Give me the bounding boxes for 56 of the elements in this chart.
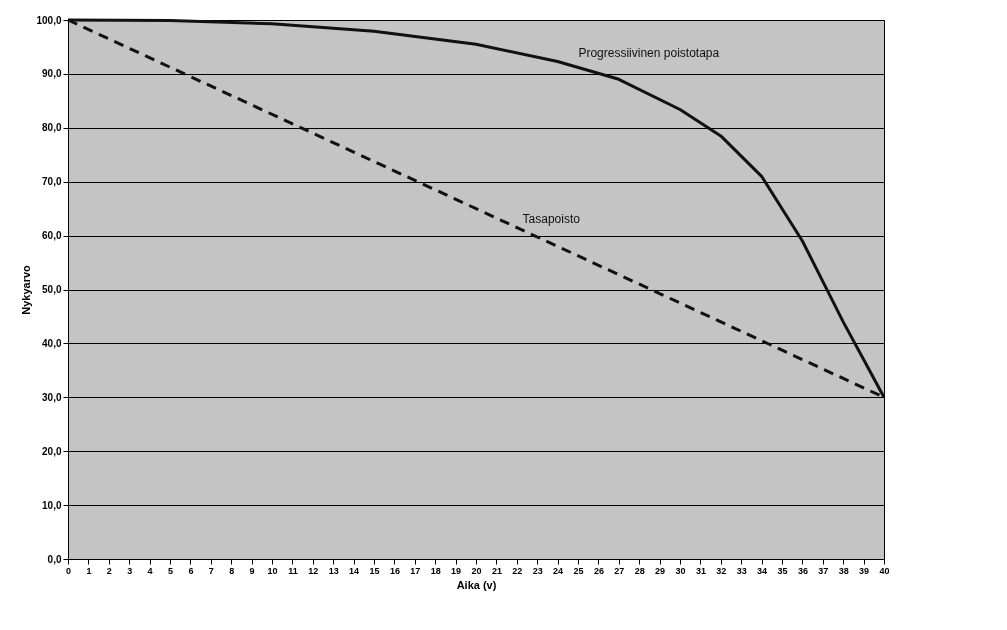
x-tick-label: 5 (167, 565, 174, 576)
x-tick-label: 19 (451, 565, 462, 576)
y-tick-label: 80,0 (42, 122, 62, 134)
y-tick-label: 0,0 (47, 553, 62, 565)
x-tick-label: 23 (532, 565, 543, 576)
x-tick-label: 37 (818, 565, 829, 576)
x-tick-label: 28 (634, 565, 645, 576)
x-tick-label: 13 (328, 565, 339, 576)
y-tick-label: 40,0 (42, 337, 62, 349)
x-tick-label: 18 (430, 565, 441, 576)
x-tick-label: 20 (471, 565, 482, 576)
x-tick-label: 33 (736, 565, 747, 576)
x-tick-label: 32 (716, 565, 727, 576)
x-tick-label: 4 (147, 565, 153, 576)
y-tick-label: 90,0 (42, 68, 62, 80)
y-axis-title: Nykyarvo (20, 264, 33, 315)
x-tick-label: 8 (229, 565, 235, 576)
x-tick-label: 6 (188, 565, 194, 576)
x-tick-label: 40 (879, 565, 890, 576)
y-tick-label: 100,0 (36, 14, 62, 26)
x-tick-label: 14 (349, 565, 360, 576)
x-tick-label: 10 (267, 565, 278, 576)
series-label: Progressiivinen poistotapa (578, 46, 720, 61)
x-tick-label: 34 (757, 565, 768, 576)
x-tick-label: 27 (614, 565, 625, 576)
x-tick-label: 2 (106, 565, 112, 576)
x-tick-label: 31 (695, 565, 706, 576)
x-tick-label: 9 (249, 565, 255, 576)
x-tick-label: 12 (308, 565, 319, 576)
y-tick-label: 20,0 (42, 445, 62, 457)
x-tick-label: 36 (797, 565, 808, 576)
y-tick-label: 70,0 (42, 176, 62, 188)
x-tick-label: 17 (410, 565, 421, 576)
series-label: Tasapoisto (522, 211, 581, 226)
x-tick-label: 0 (65, 565, 72, 576)
x-tick-label: 24 (553, 565, 564, 576)
x-tick-label: 29 (655, 565, 666, 576)
y-tick-label: 10,0 (42, 499, 62, 511)
x-tick-label: 22 (512, 565, 523, 576)
x-tick-label: 35 (777, 565, 788, 576)
x-tick-label: 3 (127, 565, 133, 576)
x-tick-label: 7 (208, 565, 214, 576)
x-tick-label: 30 (675, 565, 686, 576)
y-tick-label: 30,0 (42, 391, 62, 403)
x-tick-label: 26 (593, 565, 604, 576)
x-tick-label: 15 (369, 565, 380, 576)
x-tick-label: 25 (573, 565, 584, 576)
x-tick-label: 11 (288, 565, 298, 576)
y-tick-label: 60,0 (42, 230, 62, 242)
x-axis-title: Aika (v) (456, 578, 497, 591)
y-tick-label: 50,0 (42, 284, 62, 295)
x-tick-label: 1 (86, 565, 92, 576)
x-tick-label: 38 (838, 565, 849, 576)
x-tick-label: 16 (389, 565, 400, 576)
x-tick-label: 39 (859, 565, 870, 576)
x-tick-label: 21 (491, 565, 502, 576)
